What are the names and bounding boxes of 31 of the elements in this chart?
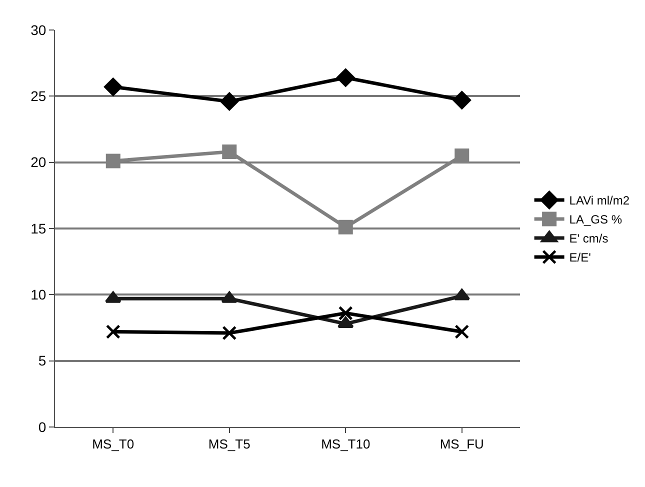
point — [338, 306, 353, 320]
y-tick-label: 15 — [30, 220, 46, 236]
y-tick-label: 20 — [30, 154, 46, 170]
point — [106, 324, 120, 339]
y-tick-label: 25 — [30, 88, 46, 104]
point — [104, 291, 122, 303]
y-tick-label: 5 — [38, 352, 46, 369]
y-tick-label: 30 — [30, 22, 46, 38]
legend-label: LA_GS % — [569, 212, 622, 227]
point — [337, 316, 354, 328]
point — [106, 154, 120, 168]
legend-label: E/E' — [569, 250, 591, 265]
point — [221, 291, 238, 303]
point — [222, 144, 237, 159]
x-tick-label: MS_FU — [440, 436, 484, 452]
y-tick-label: 10 — [30, 286, 46, 303]
x-tick-label: MS_T5 — [208, 436, 250, 452]
point — [338, 220, 353, 234]
point — [336, 68, 355, 87]
point — [454, 324, 470, 339]
legend-label: LAVi ml/m2 — [569, 194, 630, 208]
point — [222, 326, 237, 340]
x-tick-label: MS_T10 — [321, 436, 370, 452]
legend-label: E' cm/s — [569, 232, 608, 246]
x-tick-label: MS_T0 — [92, 436, 134, 452]
point — [104, 78, 122, 96]
point — [454, 288, 470, 300]
y-tick-label: 0 — [38, 418, 46, 435]
point — [220, 92, 238, 111]
point — [454, 148, 470, 163]
point — [452, 91, 471, 110]
